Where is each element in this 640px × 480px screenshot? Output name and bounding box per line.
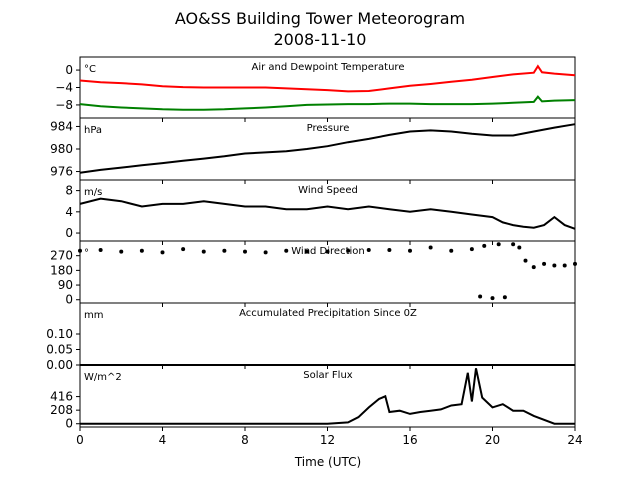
y-tick-label: 416 — [50, 390, 73, 404]
x-tick-label: 20 — [485, 433, 500, 447]
data-point — [387, 247, 392, 252]
data-point — [139, 248, 144, 253]
y-tick-label: 4 — [65, 205, 73, 219]
data-point — [98, 247, 103, 252]
unit-label: W/m^2 — [84, 372, 122, 383]
unit-label: °C — [84, 64, 96, 75]
y-tick-label: 0 — [65, 293, 73, 307]
data-point — [531, 265, 536, 270]
panel-title: Air and Dewpoint Temperature — [252, 62, 405, 73]
x-axis-label: Time (UTC) — [294, 455, 361, 469]
data-point — [517, 245, 522, 250]
y-tick-label: 0.00 — [46, 358, 73, 372]
series-line — [79, 95, 576, 111]
panel-2: 984 980 976 hPa Pressure — [50, 117, 576, 184]
x-tick-label: 12 — [320, 433, 335, 447]
data-point — [222, 248, 227, 253]
x-tick-label: 8 — [241, 433, 249, 447]
data-point — [478, 294, 483, 299]
data-point — [482, 243, 487, 248]
unit-label: m/s — [84, 187, 102, 198]
series-line — [79, 197, 576, 230]
data-point — [263, 250, 268, 255]
data-point — [346, 248, 351, 253]
panel-title: Wind Speed — [298, 185, 358, 196]
y-tick-label: −4 — [55, 81, 73, 95]
series-line — [79, 64, 576, 93]
y-tick-label: 270 — [50, 249, 73, 263]
data-point — [243, 249, 247, 254]
data-point — [428, 245, 433, 250]
y-tick-label: 180 — [50, 263, 73, 277]
y-tick-label: 980 — [50, 142, 73, 156]
y-tick-label: 0 — [65, 226, 73, 240]
y-tick-label: 0.10 — [46, 327, 73, 341]
data-point — [469, 247, 474, 252]
series-line — [80, 368, 575, 425]
data-point — [201, 249, 206, 254]
y-tick-label: 984 — [50, 119, 73, 133]
data-point — [449, 248, 454, 253]
series-line — [79, 123, 576, 174]
figure-date: 2008-11-10 — [274, 30, 367, 49]
unit-label: mm — [84, 310, 103, 321]
data-point — [542, 261, 547, 266]
data-point — [408, 248, 412, 253]
y-tick-label: 208 — [50, 403, 73, 417]
data-point — [552, 263, 557, 268]
data-point — [502, 295, 507, 300]
data-point — [490, 296, 495, 301]
data-point — [78, 248, 82, 253]
y-tick-label: 976 — [50, 165, 73, 179]
x-tick-label: 24 — [567, 433, 582, 447]
x-tick-label: 16 — [402, 433, 417, 447]
panel-title: Pressure — [307, 123, 350, 134]
data-point — [523, 258, 528, 263]
panels: 0−4−8°C Air and Dewpoint Temperature98498… — [46, 56, 583, 447]
data-point — [160, 250, 165, 255]
panel-1: 0 −4 −8 °C Air and Dewpoint Temperature — [55, 56, 576, 122]
x-tick-label: 0 — [76, 433, 84, 447]
data-point — [304, 249, 309, 254]
y-tick-label: 0.05 — [46, 343, 73, 357]
data-point — [325, 249, 330, 254]
panel-3: 8 4 0 m/s Wind Speed — [65, 179, 576, 245]
y-tick-label: −8 — [55, 98, 73, 112]
panel-title: Solar Flux — [303, 370, 353, 381]
panel-5: 0.10 0.050.00 mm Accumulated Precipitation … — [46, 302, 576, 372]
y-tick-label: 8 — [65, 184, 73, 198]
y-tick-label: 90 — [58, 278, 73, 292]
unit-label: hPa — [84, 125, 102, 136]
panel-title: Accumulated Precipitation Since 0Z — [239, 308, 417, 319]
data-point — [511, 242, 516, 247]
figure-title: AO&SS Building Tower Meteorogram — [175, 9, 465, 28]
data-point — [181, 247, 186, 252]
y-tick-label: 0 — [65, 63, 73, 77]
data-point — [366, 247, 371, 252]
x-tick-label: 4 — [159, 433, 167, 447]
data-point — [284, 248, 289, 253]
data-point — [562, 263, 567, 268]
data-point — [573, 261, 577, 266]
y-tick-label: 0 — [65, 417, 73, 431]
data-point — [496, 242, 501, 247]
unit-label: ° — [84, 248, 89, 259]
data-point — [119, 249, 124, 254]
